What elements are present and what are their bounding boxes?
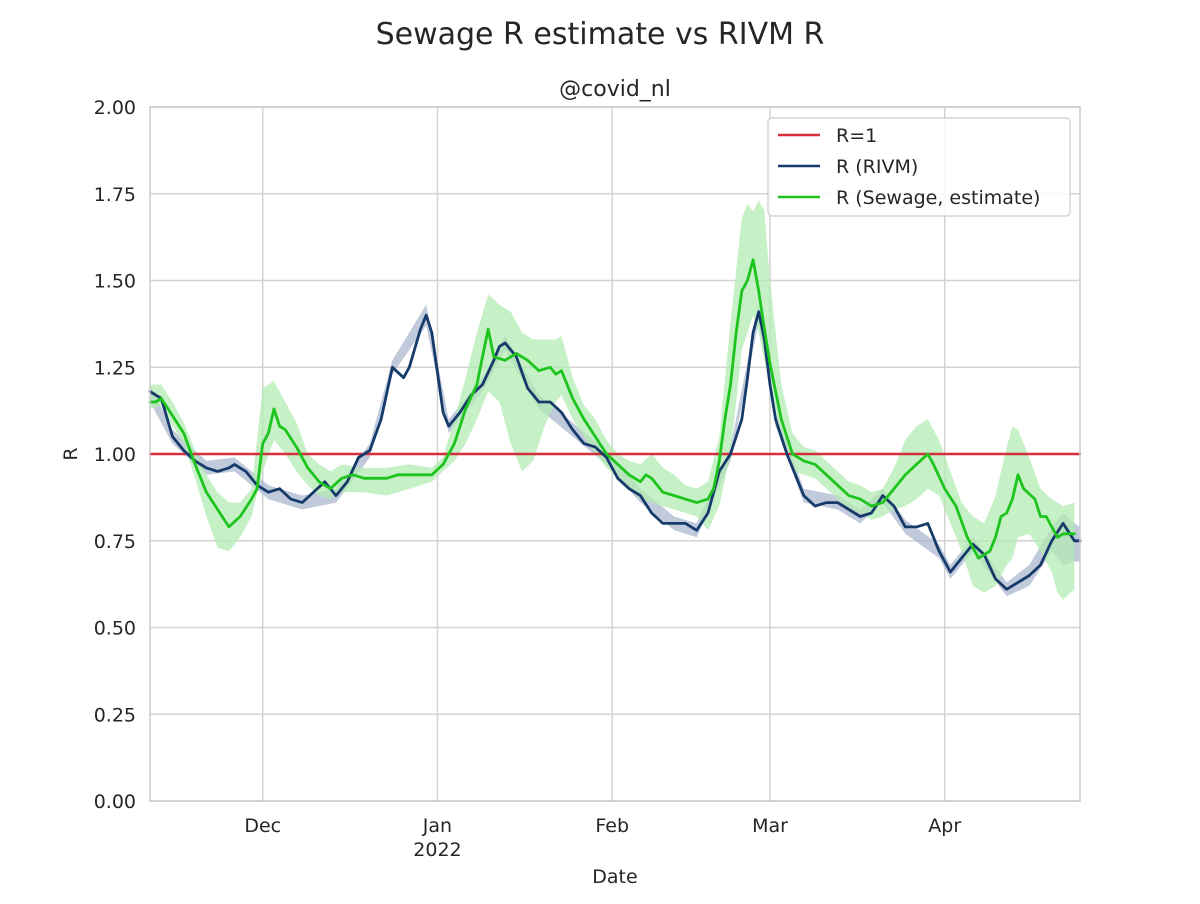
y-tick-label: 2.00 <box>94 97 136 119</box>
legend-label-sewage: R (Sewage, estimate) <box>836 187 1040 209</box>
y-tick-label: 1.25 <box>94 357 136 379</box>
x-tick-label: Mar <box>752 815 788 837</box>
x-tick-label: Jan <box>422 815 452 837</box>
x-tick-label: Dec <box>244 815 281 837</box>
y-tick-label: 0.75 <box>94 531 136 553</box>
y-tick-label: 0.25 <box>94 704 136 726</box>
tick-labels: 0.00 0.25 0.50 0.75 1.00 1.25 1.50 1.75 2.00 Dec J… <box>94 97 962 861</box>
legend: R=1 R (RIVM) R (Sewage, estimate) <box>767 117 1071 217</box>
confidence-bands <box>150 200 1080 600</box>
y-axis-label: R <box>60 447 82 460</box>
plot-frame <box>149 106 1081 802</box>
legend-label-r1: R=1 <box>836 125 877 147</box>
x-axis-label: Date <box>592 866 637 888</box>
legend-box <box>767 117 1071 217</box>
x-tick-sublabel: 2022 <box>413 839 461 861</box>
y-tick-label: 1.00 <box>94 444 136 466</box>
y-tick-label: 0.50 <box>94 618 136 640</box>
series-lines <box>148 258 1082 591</box>
band-sewage <box>150 200 1075 600</box>
series-line-sewage <box>148 258 1076 560</box>
legend-label-rivm: R (RIVM) <box>836 156 918 178</box>
y-tick-label: 0.00 <box>94 791 136 813</box>
chart-subtitle: @covid_nl <box>559 77 671 102</box>
x-tick-label: Apr <box>928 815 961 837</box>
y-tick-label: 1.50 <box>94 271 136 293</box>
y-tick-label: 1.75 <box>94 184 136 206</box>
series-line-rivm <box>148 310 1082 591</box>
x-tick-label: Feb <box>595 815 629 837</box>
chart-title: Sewage R estimate vs RIVM R <box>376 17 825 52</box>
